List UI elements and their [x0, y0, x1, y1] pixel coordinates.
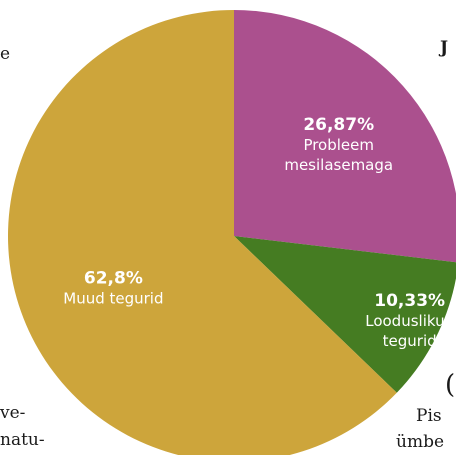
slice-percent-label: 26,87% [303, 115, 374, 135]
pie-slice-looduslikud-tegurid [234, 236, 456, 393]
slice-category-label: tegurid [383, 332, 437, 350]
background-text-bottom-right-2: ümbe [396, 432, 445, 452]
slice-category-label: Probleem [303, 136, 374, 154]
background-text-bottom-left-1: ve- [0, 403, 26, 423]
slice-category-label: Muud tegurid [63, 289, 163, 307]
background-text-bottom-left-2: natu- [0, 430, 45, 450]
background-text-top-left: e [0, 44, 11, 64]
slice-percent-label: 10,33% [374, 291, 445, 311]
background-text-bottom-right-1: Pis [416, 406, 442, 426]
pie-slice-muud-tegurid [8, 10, 397, 455]
background-text-top-right: J [440, 38, 449, 58]
slice-category-label: mesilasemaga [284, 156, 393, 174]
slice-percent-label: 62,8% [84, 268, 143, 288]
background-text-bottom-right-paren: ( [445, 370, 456, 400]
slice-category-label: Looduslikud [365, 312, 454, 330]
pie-slice-probleem-mesilasemaga [234, 10, 456, 263]
